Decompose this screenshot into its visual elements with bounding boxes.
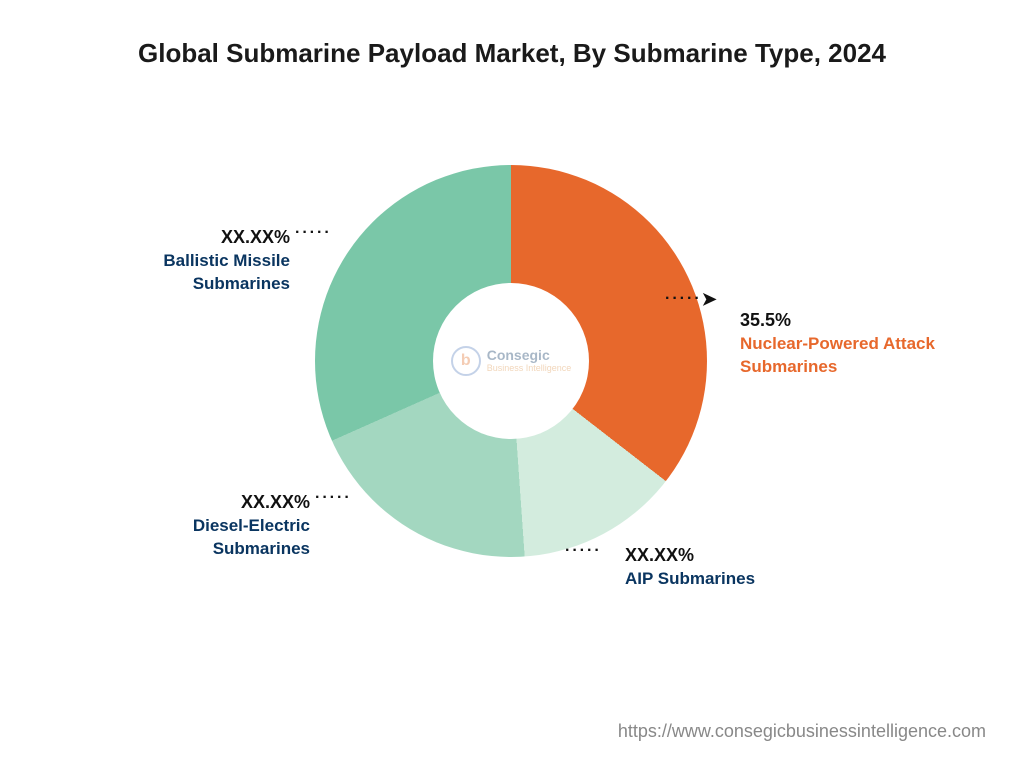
logo-company: Consegic <box>487 348 572 363</box>
pct-nuclear: 35.5% <box>740 310 791 330</box>
pct-aip: XX.XX% <box>625 545 694 565</box>
slice-label-diesel: XX.XX% Diesel-Electric Submarines <box>130 490 310 561</box>
slice-label-nuclear: 35.5% Nuclear-Powered Attack Submarines <box>740 308 970 379</box>
name-diesel: Diesel-Electric Submarines <box>130 515 310 561</box>
callout-dots-ballistic: ····· <box>295 224 332 242</box>
callout-dots-diesel: ····· <box>315 489 352 507</box>
slice-label-aip: XX.XX% AIP Submarines <box>625 543 825 591</box>
name-nuclear: Nuclear-Powered Attack Submarines <box>740 333 970 379</box>
pct-diesel: XX.XX% <box>241 492 310 512</box>
footer-url: https://www.consegicbusinessintelligence… <box>618 721 986 742</box>
callout-dots-aip: ····· <box>565 542 602 560</box>
chart-title: Global Submarine Payload Market, By Subm… <box>0 38 1024 69</box>
name-ballistic: Ballistic Missile Submarines <box>100 250 290 296</box>
center-logo: b Consegic Business Intelligence <box>451 346 572 376</box>
donut-hole: b Consegic Business Intelligence <box>433 283 589 439</box>
logo-mark: b <box>451 346 481 376</box>
name-aip: AIP Submarines <box>625 568 825 591</box>
logo-tagline: Business Intelligence <box>487 364 572 374</box>
donut-chart: b Consegic Business Intelligence <box>315 165 707 557</box>
logo-text: Consegic Business Intelligence <box>487 348 572 373</box>
arrow-head-icon: ➤ <box>702 290 717 308</box>
callout-arrow-nuclear: ·····➤ <box>665 290 717 308</box>
dots-icon: ····· <box>665 290 702 307</box>
pct-ballistic: XX.XX% <box>221 227 290 247</box>
slice-label-ballistic: XX.XX% Ballistic Missile Submarines <box>100 225 290 296</box>
